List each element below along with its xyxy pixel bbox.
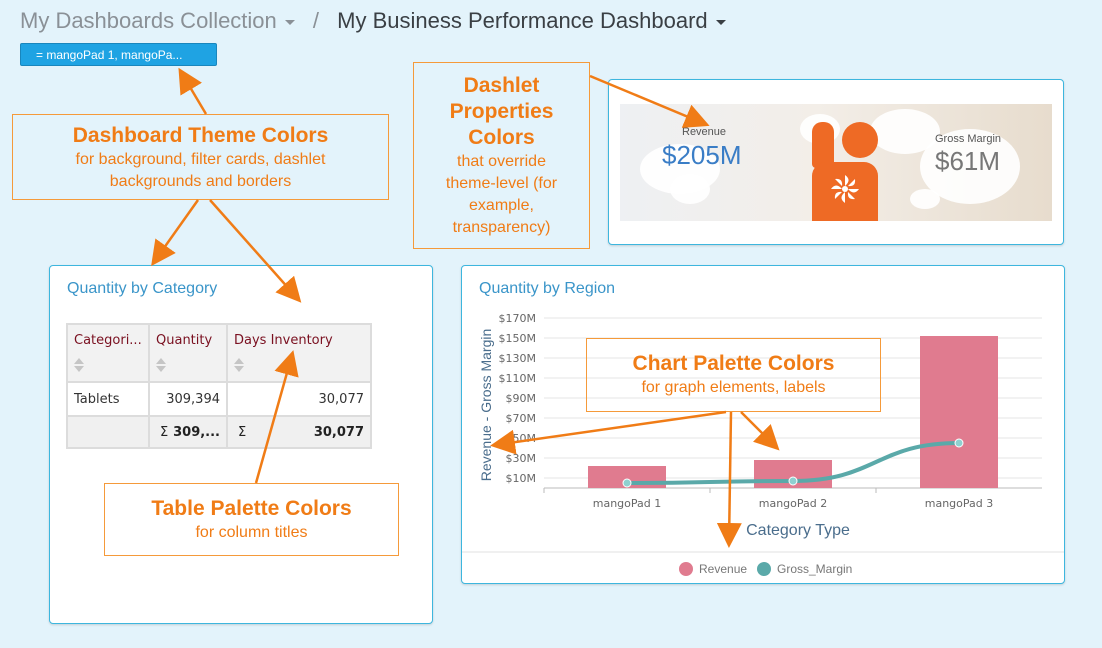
y-tick-label: $10M [506, 472, 537, 485]
sigma-icon: Σ [238, 424, 247, 440]
revenue-label: Revenue [682, 126, 727, 138]
total-cell: Σ 309,... [148, 415, 228, 449]
sigma-icon: Σ [160, 424, 169, 440]
x-tick-label: mangoPad 1 [593, 497, 662, 510]
legend-label: Revenue [699, 562, 747, 576]
y-axis-label: Revenue - Gross Margin [478, 329, 494, 482]
breadcrumb-separator: / [312, 8, 320, 33]
sort-icon[interactable] [74, 358, 84, 372]
callout-theme: Dashboard Theme Colors for background, f… [12, 114, 389, 200]
table-row: Tablets 309,394 30,077 [66, 381, 372, 417]
y-tick-label: $170M [499, 312, 537, 325]
chevron-down-icon [715, 19, 726, 25]
filter-card[interactable]: = mangoPad 1, mangoPa... [20, 43, 217, 66]
gross-margin-value: $61M [935, 146, 1001, 176]
legend-marker [679, 562, 693, 576]
total-cell [66, 415, 150, 449]
y-tick-label: $70M [506, 412, 537, 425]
total-cell: Σ 30,077 [226, 415, 372, 449]
data-table: Categori... Quantity Days Inventory Tabl… [66, 323, 372, 449]
revenue-value: $205M [662, 140, 742, 170]
y-tick-label: $30M [506, 452, 537, 465]
x-tick-label: mangoPad 2 [759, 497, 828, 510]
line-point [954, 438, 964, 448]
collection-dropdown[interactable]: My Dashboards Collection [20, 8, 295, 33]
dashboard-dropdown[interactable]: My Business Performance Dashboard [337, 8, 726, 33]
line-point [622, 478, 632, 488]
bar [920, 336, 998, 488]
y-tick-label: $130M [499, 352, 537, 365]
y-tick-label: $150M [499, 332, 537, 345]
chart-dashlet-title: Quantity by Region [479, 280, 616, 297]
column-header-quantity[interactable]: Quantity [148, 323, 228, 383]
y-tick-label: $90M [506, 392, 537, 405]
table-cell: 30,077 [226, 381, 372, 417]
x-axis-label: Category Type [746, 522, 850, 539]
gross-margin-label: Gross Margin [935, 133, 1002, 145]
mascot-icon [780, 104, 890, 221]
y-tick-label: $110M [499, 372, 537, 385]
table-cell: Tablets [66, 381, 150, 417]
totals-row: Σ 309,... Σ 30,077 [66, 415, 372, 449]
sort-icon[interactable] [234, 358, 244, 372]
legend-marker [757, 562, 771, 576]
legend-label: Gross_Margin [777, 562, 852, 576]
table-cell: 309,394 [148, 381, 228, 417]
callout-table-palette: Table Palette Colors for column titles [104, 483, 399, 556]
callout-chart-palette: Chart Palette Colors for graph elements,… [586, 338, 881, 412]
column-header-days-inventory[interactable]: Days Inventory [226, 323, 372, 383]
sort-icon[interactable] [156, 358, 166, 372]
line-point [788, 476, 798, 486]
breadcrumb: My Dashboards Collection / My Business P… [20, 8, 726, 34]
callout-dashlet-props: Dashlet Properties Colors that override … [413, 62, 590, 249]
table-dashlet-title: Quantity by Category [67, 280, 218, 297]
column-header-category[interactable]: Categori... [66, 323, 150, 383]
chevron-down-icon [284, 19, 295, 25]
x-tick-label: mangoPad 3 [925, 497, 994, 510]
